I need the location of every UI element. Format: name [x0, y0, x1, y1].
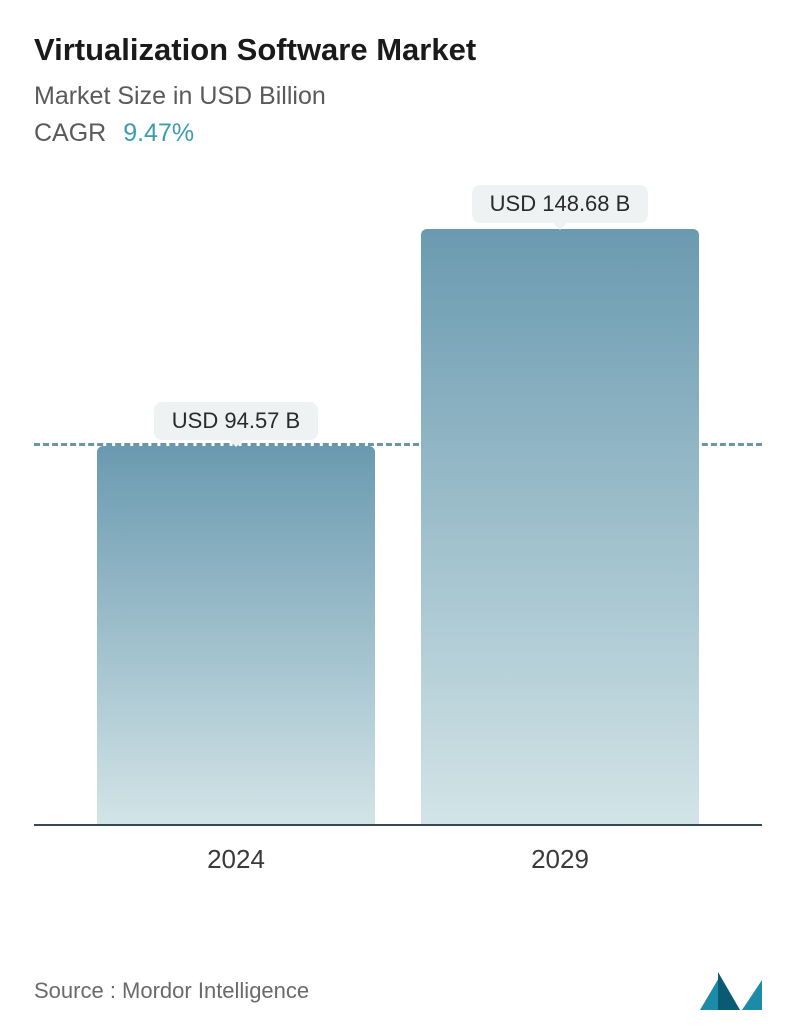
bar-column: USD 148.68 B — [420, 185, 700, 824]
chart-container: Virtualization Software Market Market Si… — [0, 0, 796, 1034]
cagr-label: CAGR — [34, 119, 106, 147]
chart-title: Virtualization Software Market — [34, 32, 762, 68]
cagr-value: 9.47% — [123, 119, 194, 147]
cagr-row: CAGR 9.47% — [34, 119, 762, 148]
x-axis: 2024 2029 — [34, 824, 762, 875]
x-axis-label: 2024 — [96, 844, 376, 875]
chart-area: USD 94.57 B USD 148.68 B 2024 2029 — [34, 184, 762, 952]
bar-column: USD 94.57 B — [96, 402, 376, 824]
footer-row: Source : Mordor Intelligence — [34, 952, 762, 1010]
x-axis-label: 2029 — [420, 844, 700, 875]
value-pill: USD 94.57 B — [154, 402, 318, 440]
logo-shape — [718, 972, 740, 1010]
bar — [97, 446, 375, 824]
logo-shape — [742, 980, 762, 1010]
brand-logo-icon — [700, 972, 762, 1010]
value-pill: USD 148.68 B — [472, 185, 649, 223]
bar — [421, 229, 699, 824]
bars-row: USD 94.57 B USD 148.68 B — [34, 184, 762, 824]
chart-subtitle: Market Size in USD Billion — [34, 82, 762, 111]
logo-shape — [700, 976, 720, 1010]
source-text: Source : Mordor Intelligence — [34, 978, 309, 1004]
plot-area: USD 94.57 B USD 148.68 B — [34, 184, 762, 824]
